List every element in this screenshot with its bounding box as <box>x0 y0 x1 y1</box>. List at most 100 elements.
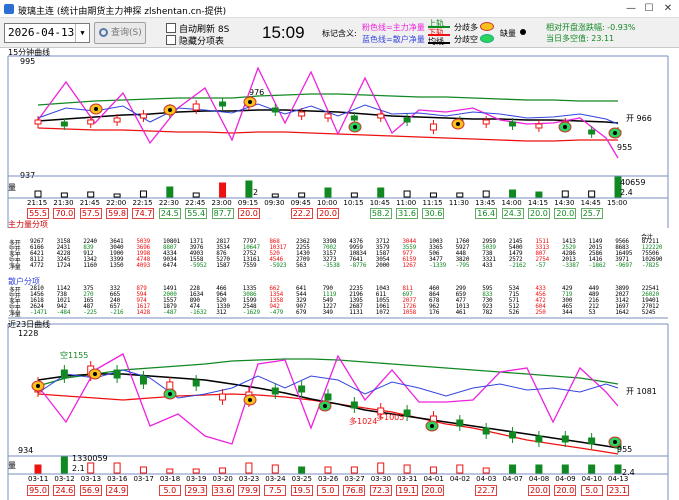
bottom-volume-bar <box>535 464 543 474</box>
split-cell: 1043 <box>375 285 390 292</box>
bottom-date-tick: 04-02 <box>449 475 471 483</box>
hide-split-checkbox[interactable] <box>166 35 176 45</box>
bottom-volume-bar <box>60 456 68 474</box>
split-cell: 4748 <box>136 256 151 263</box>
split-cell: 19401 <box>641 297 659 304</box>
upper-band-swatch <box>428 26 450 28</box>
split-cell: 53 <box>588 309 596 316</box>
split-cell: 300 <box>562 297 573 304</box>
split-cell: 2572 <box>508 256 523 263</box>
split-cell: 3971 <box>615 256 629 263</box>
maximize-button[interactable]: ☐ <box>644 3 654 14</box>
split-cell: 3273 <box>322 256 337 263</box>
top-time-tick: 23:00 <box>211 199 232 207</box>
split-row-label: 多开 <box>9 240 21 247</box>
split-cell: 1642 <box>615 309 629 316</box>
split-cell: 228 <box>189 285 200 292</box>
top-volume-bar <box>377 187 385 198</box>
split-cell: 7797 <box>242 238 257 245</box>
top-candle-body <box>324 113 332 119</box>
split-cell: 1342 <box>83 256 97 263</box>
top-candle-body <box>429 123 437 131</box>
bottom-strength-cell: 23.1 <box>607 485 629 496</box>
bottom-candle-body <box>60 369 68 379</box>
split-cell: 2145 <box>508 238 523 245</box>
bottom-date-tick: 04-03 <box>476 475 497 483</box>
top-chart-candles <box>34 96 622 139</box>
split-cell: 879 <box>136 285 147 292</box>
bottom-date-tick: 03-25 <box>291 475 312 483</box>
bottom-strength-cell: 56.9 <box>79 485 102 496</box>
top-candle-body <box>34 119 42 125</box>
bottom-candle-body <box>456 419 464 427</box>
chevron-down-icon[interactable]: ▼ <box>75 24 89 42</box>
mid-band-swatch <box>428 42 450 44</box>
legend-down: 下轨 <box>428 28 444 37</box>
split-cell: 544 <box>296 291 307 298</box>
bottom-strength-cell: 33.6 <box>211 485 234 496</box>
split-cell: 659 <box>455 291 466 298</box>
split-cell: -484 <box>56 309 71 316</box>
bottom-signal-dot <box>248 398 252 402</box>
top-vol-mid: 2 <box>253 188 259 197</box>
top-strength-cell: 58.2 <box>369 208 392 219</box>
top-candle-body <box>87 119 95 125</box>
split-cell: 594 <box>136 291 147 298</box>
bottom-candle-body <box>271 387 279 395</box>
legend-pink: 粉色线=主力净量 <box>362 23 425 32</box>
split-cell: 3398 <box>322 238 337 245</box>
split-cell: 250 <box>535 309 546 316</box>
split-cell: 1479 <box>508 250 523 257</box>
chart-area: 15分钟曲线 995 937 976 开 966 955 量 40659 2.4… <box>0 48 679 500</box>
top-volume-bar <box>60 192 68 198</box>
split-cell: 6166 <box>30 244 44 251</box>
date-picker[interactable]: 2026-04-13 ▼ <box>4 23 90 43</box>
split-cell: 4546 <box>269 256 284 263</box>
split-cell: -1629 <box>242 309 260 316</box>
top-strength-cell: 20.0 <box>527 208 550 219</box>
top-strength-cell: 24.5 <box>158 208 181 219</box>
legend-meaning: 标记含义: <box>322 29 357 38</box>
close-button[interactable]: ✕ <box>663 3 673 14</box>
minimize-button[interactable]: — <box>626 3 636 14</box>
bottom-volume-bar <box>271 464 279 474</box>
auto-refresh-checkbox[interactable] <box>166 23 176 33</box>
split-total-header: 合计 <box>641 234 653 241</box>
split-cell: 962 <box>429 303 440 310</box>
bottom-vol-right: 2.4 <box>622 468 635 477</box>
auto-refresh-label: 自动刷新 8S <box>179 25 230 35</box>
split-cell: 122220 <box>641 244 663 251</box>
shendu-dot-icon <box>520 29 526 35</box>
split-cell: 8112 <box>30 256 44 263</box>
split-cell: 506 <box>429 250 440 257</box>
split-cell: -1632 <box>189 309 207 316</box>
hide-split-label: 隐藏分项表 <box>179 37 225 47</box>
bottom-candle-body <box>561 435 569 443</box>
split-cell: 782 <box>482 309 493 316</box>
split-cell: 433 <box>482 262 493 269</box>
split-cell: 1371 <box>189 238 204 245</box>
top-volume-bar <box>456 192 464 198</box>
split-cell: 942 <box>56 303 67 310</box>
top-time-tick: 10:00 <box>317 199 338 207</box>
bottom-strength-cell: 22.7 <box>475 485 498 496</box>
split-cell: 3559 <box>402 244 417 251</box>
bottom-chart-volume <box>34 456 622 474</box>
stat-change: 相对开盘涨跌幅: -0.93% <box>546 23 636 32</box>
title-bar: 玻璃主连 (统计由期货主力神探 zlshentan.cn-提供) — ☐ ✕ <box>0 0 679 18</box>
split-cell: 6421 <box>30 250 44 257</box>
top-chart-title: 15分钟曲线 <box>8 48 51 57</box>
bottom-volume-bar <box>588 464 596 474</box>
top-strength-cell <box>449 208 471 219</box>
split-row-label: 空开 <box>9 246 21 253</box>
split-cell: 4228 <box>56 250 71 257</box>
split-cell: 3976 <box>189 244 204 251</box>
split-cell: 715 <box>508 291 520 298</box>
split-row-label: 空开 <box>9 293 21 300</box>
top-time-tick: 09:15 <box>237 199 259 207</box>
query-button[interactable]: 查询(S) <box>94 22 146 44</box>
query-button-label: 查询(S) <box>111 28 142 38</box>
split-cell: 433 <box>535 285 546 292</box>
split-cell: 270 <box>83 291 94 298</box>
bottom-candle-body <box>535 435 543 443</box>
